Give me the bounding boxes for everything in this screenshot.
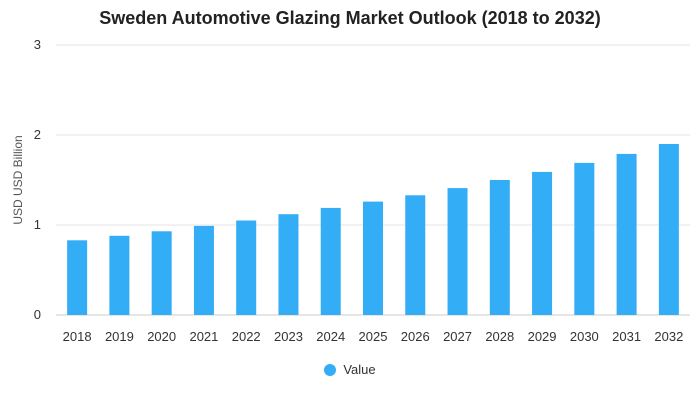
y-tick-label: 1 — [34, 217, 41, 232]
x-tick-label: 2030 — [570, 329, 599, 344]
bars — [67, 144, 679, 315]
x-tick-label: 2032 — [654, 329, 683, 344]
bar-2025 — [363, 201, 383, 315]
legend-label: Value — [343, 362, 376, 377]
x-tick-label: 2021 — [189, 329, 218, 344]
y-tick-label: 0 — [34, 307, 41, 322]
bar-2031 — [616, 153, 637, 315]
bar-2021 — [193, 225, 214, 315]
bar-2023 — [278, 214, 299, 315]
x-tick-label: 2023 — [274, 329, 303, 344]
x-tick-label: 2031 — [612, 329, 641, 344]
bar-2022 — [236, 220, 257, 315]
chart-title: Sweden Automotive Glazing Market Outlook… — [99, 8, 601, 28]
legend: Value — [0, 362, 700, 377]
bar-2018 — [67, 240, 88, 315]
x-tick-label: 2019 — [105, 329, 134, 344]
bar-2027 — [447, 188, 468, 315]
bar-2024 — [320, 207, 341, 315]
y-tick-labels: 0 1 2 3 — [34, 37, 41, 322]
bar-2020 — [151, 231, 172, 315]
y-tick-label: 2 — [34, 127, 41, 142]
y-tick-label: 3 — [34, 37, 41, 52]
bar-2028 — [489, 180, 510, 315]
x-tick-label: 2027 — [443, 329, 472, 344]
bar-2019 — [109, 235, 130, 315]
x-tick-label: 2025 — [359, 329, 388, 344]
x-tick-label: 2020 — [147, 329, 176, 344]
bar-2030 — [574, 162, 595, 315]
x-tick-label: 2028 — [485, 329, 514, 344]
x-tick-label: 2018 — [63, 329, 92, 344]
x-tick-label: 2026 — [401, 329, 430, 344]
bar-2026 — [405, 195, 426, 315]
y-axis-label: USD USD Billion — [11, 135, 25, 224]
x-tick-label: 2029 — [528, 329, 557, 344]
bar-2029 — [532, 171, 553, 315]
bar-2032 — [658, 144, 679, 315]
x-tick-labels: 2018 2019 2020 2021 2022 2023 2024 2025 2026 2027… — [63, 329, 684, 344]
x-tick-label: 2022 — [232, 329, 261, 344]
x-tick-label: 2024 — [316, 329, 345, 344]
legend-swatch — [324, 363, 337, 376]
